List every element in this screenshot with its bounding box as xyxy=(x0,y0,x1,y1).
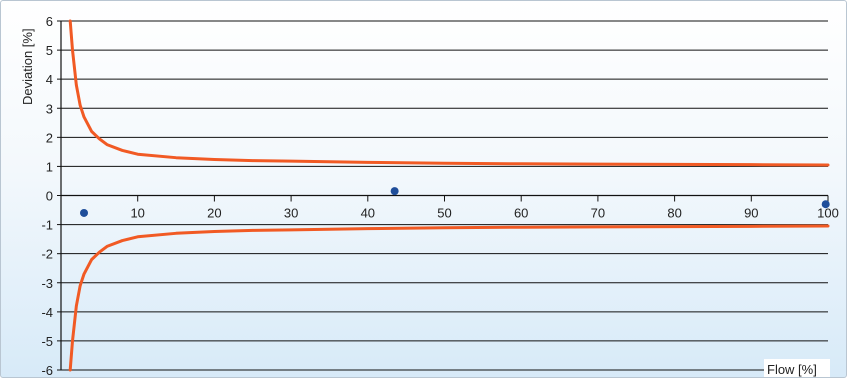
x-tick-label: 10 xyxy=(130,206,144,221)
x-tick-label: 90 xyxy=(744,206,758,221)
y-tick-label: 2 xyxy=(46,130,53,145)
x-tick-label: 70 xyxy=(591,206,605,221)
series-lines xyxy=(68,19,830,372)
measurement-point xyxy=(390,187,399,196)
measurement-point xyxy=(80,208,89,217)
y-tick-label: -5 xyxy=(41,334,53,349)
grid-lines xyxy=(61,20,828,371)
y-tick-label: 6 xyxy=(46,14,53,29)
y-axis-title: Deviation [%] xyxy=(20,28,35,105)
lower-limit-curve xyxy=(68,224,830,372)
y-tick-label: -1 xyxy=(41,218,53,233)
y-tick-label: -2 xyxy=(41,247,53,262)
y-tick-label: 5 xyxy=(46,43,53,58)
y-tick-label: -3 xyxy=(41,276,53,291)
y-tick-label: 4 xyxy=(46,72,53,87)
y-tick-label: -6 xyxy=(41,363,53,378)
axes xyxy=(57,20,829,371)
x-axis-title: Flow [%] xyxy=(767,362,817,377)
y-tick-label: 0 xyxy=(46,189,53,204)
x-tick-label: 40 xyxy=(361,206,375,221)
data-points xyxy=(80,187,830,217)
y-tick-label: -4 xyxy=(41,305,53,320)
x-tick-label: 60 xyxy=(514,206,528,221)
x-tick-label: 20 xyxy=(207,206,221,221)
upper-limit-curve xyxy=(68,19,830,167)
measurement-point xyxy=(821,200,830,209)
x-tick-label: 80 xyxy=(667,206,681,221)
y-tick-label: 1 xyxy=(46,159,53,174)
x-tick-label: 50 xyxy=(437,206,451,221)
x-axis-title-background xyxy=(764,359,830,377)
x-tick-label: 100 xyxy=(817,206,839,221)
x-tick-label: 30 xyxy=(284,206,298,221)
y-tick-label: 3 xyxy=(46,101,53,116)
